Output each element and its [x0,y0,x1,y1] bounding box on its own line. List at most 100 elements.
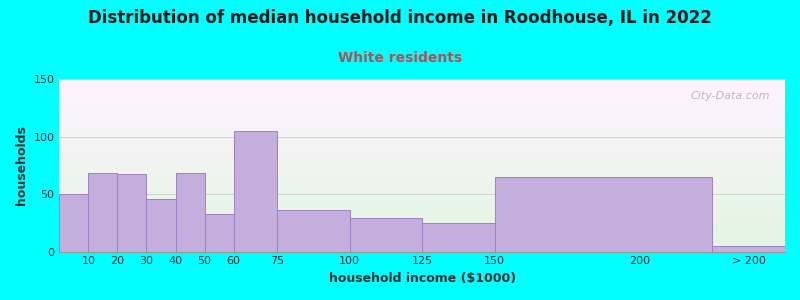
Bar [59,215,785,216]
Bar [59,111,785,112]
Bar [59,117,785,118]
Bar [59,96,785,97]
Bar [59,99,785,100]
Bar [59,174,785,175]
Bar [59,201,785,202]
Bar [59,220,785,221]
Bar [59,157,785,158]
Bar [59,177,785,178]
Bar [59,202,785,203]
Bar [59,167,785,168]
Bar [59,124,785,125]
Bar [59,163,785,164]
Bar [59,165,785,166]
Bar [59,234,785,235]
X-axis label: household income ($1000): household income ($1000) [329,272,516,285]
Bar [59,184,785,185]
Bar [59,101,785,102]
Bar [59,224,785,225]
Bar [59,216,785,217]
Bar [59,145,785,146]
Bar [59,166,785,167]
Bar [59,129,785,130]
Bar [59,131,785,132]
Bar [59,227,785,228]
Bar [89,173,118,252]
Bar [59,199,785,200]
Bar [59,118,785,119]
Bar [59,173,785,174]
Bar [59,214,785,215]
Bar [59,187,785,188]
Bar [59,207,785,208]
Bar [59,141,785,142]
Bar [59,196,785,197]
Bar [350,218,422,252]
Bar [59,194,785,195]
Bar [59,202,785,203]
Bar [59,192,785,193]
Bar [59,169,785,170]
Bar [59,198,785,199]
Bar [59,154,785,155]
Bar [59,89,785,90]
Bar [59,244,785,245]
Bar [59,97,785,98]
Bar [59,239,785,240]
Bar [59,160,785,161]
Bar [59,82,785,83]
Bar [59,161,785,162]
Bar [59,172,785,173]
Bar [59,130,785,131]
Bar [59,126,785,127]
Bar [59,139,785,140]
Bar [59,133,785,134]
Bar [59,108,785,109]
Bar [59,91,785,92]
Bar [59,151,785,152]
Bar [59,249,785,250]
Bar [59,92,785,93]
Bar [59,185,785,186]
Bar [59,171,785,172]
Bar [59,138,785,139]
Bar [59,90,785,91]
Bar [59,240,785,241]
Bar [59,232,785,233]
Bar [59,143,785,144]
Bar [59,213,785,214]
Bar [59,194,89,252]
Bar [59,81,785,82]
Bar [59,100,785,101]
Bar [59,98,785,99]
Bar [59,140,785,141]
Bar [59,106,785,107]
Bar [59,200,785,201]
Bar [59,197,785,198]
Bar [59,162,785,163]
Bar [277,210,350,252]
Bar [59,225,785,226]
Bar [59,79,785,80]
Bar [59,211,785,212]
Bar [59,127,785,128]
Bar [146,199,175,252]
Bar [59,102,785,103]
Bar [59,85,785,86]
Bar [59,170,785,171]
Bar [59,236,785,237]
Bar [59,228,785,229]
Bar [59,120,785,121]
Bar [59,86,785,87]
Bar [59,237,785,238]
Bar [234,131,277,252]
Bar [175,173,205,252]
Bar [59,193,785,194]
Bar [59,222,785,223]
Bar [59,144,785,145]
Bar [59,112,785,113]
Bar [205,214,234,252]
Bar [59,212,785,213]
Bar [59,113,785,114]
Bar [59,178,785,179]
